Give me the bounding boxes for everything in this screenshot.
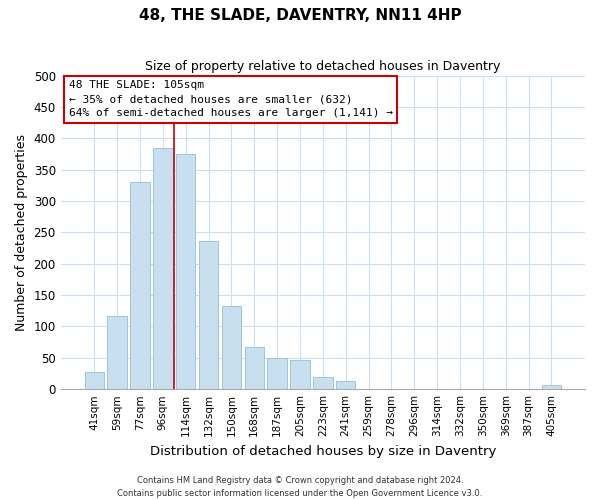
Bar bbox=[107, 316, 127, 389]
Bar bbox=[336, 381, 355, 389]
Bar bbox=[268, 358, 287, 389]
Bar bbox=[221, 306, 241, 389]
Text: 48, THE SLADE, DAVENTRY, NN11 4HP: 48, THE SLADE, DAVENTRY, NN11 4HP bbox=[139, 8, 461, 22]
Bar bbox=[130, 182, 149, 389]
Bar bbox=[290, 360, 310, 389]
Bar bbox=[176, 154, 196, 389]
Bar bbox=[153, 148, 173, 389]
Title: Size of property relative to detached houses in Daventry: Size of property relative to detached ho… bbox=[145, 60, 500, 73]
Bar bbox=[542, 386, 561, 389]
Text: Contains HM Land Registry data © Crown copyright and database right 2024.
Contai: Contains HM Land Registry data © Crown c… bbox=[118, 476, 482, 498]
Bar bbox=[245, 346, 264, 389]
X-axis label: Distribution of detached houses by size in Daventry: Distribution of detached houses by size … bbox=[149, 444, 496, 458]
Y-axis label: Number of detached properties: Number of detached properties bbox=[15, 134, 28, 331]
Bar bbox=[85, 372, 104, 389]
Bar bbox=[199, 240, 218, 389]
Bar bbox=[313, 378, 332, 389]
Text: 48 THE SLADE: 105sqm
← 35% of detached houses are smaller (632)
64% of semi-deta: 48 THE SLADE: 105sqm ← 35% of detached h… bbox=[68, 80, 392, 118]
